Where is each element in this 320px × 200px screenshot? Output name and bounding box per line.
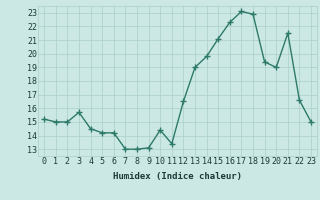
X-axis label: Humidex (Indice chaleur): Humidex (Indice chaleur) [113,172,242,181]
